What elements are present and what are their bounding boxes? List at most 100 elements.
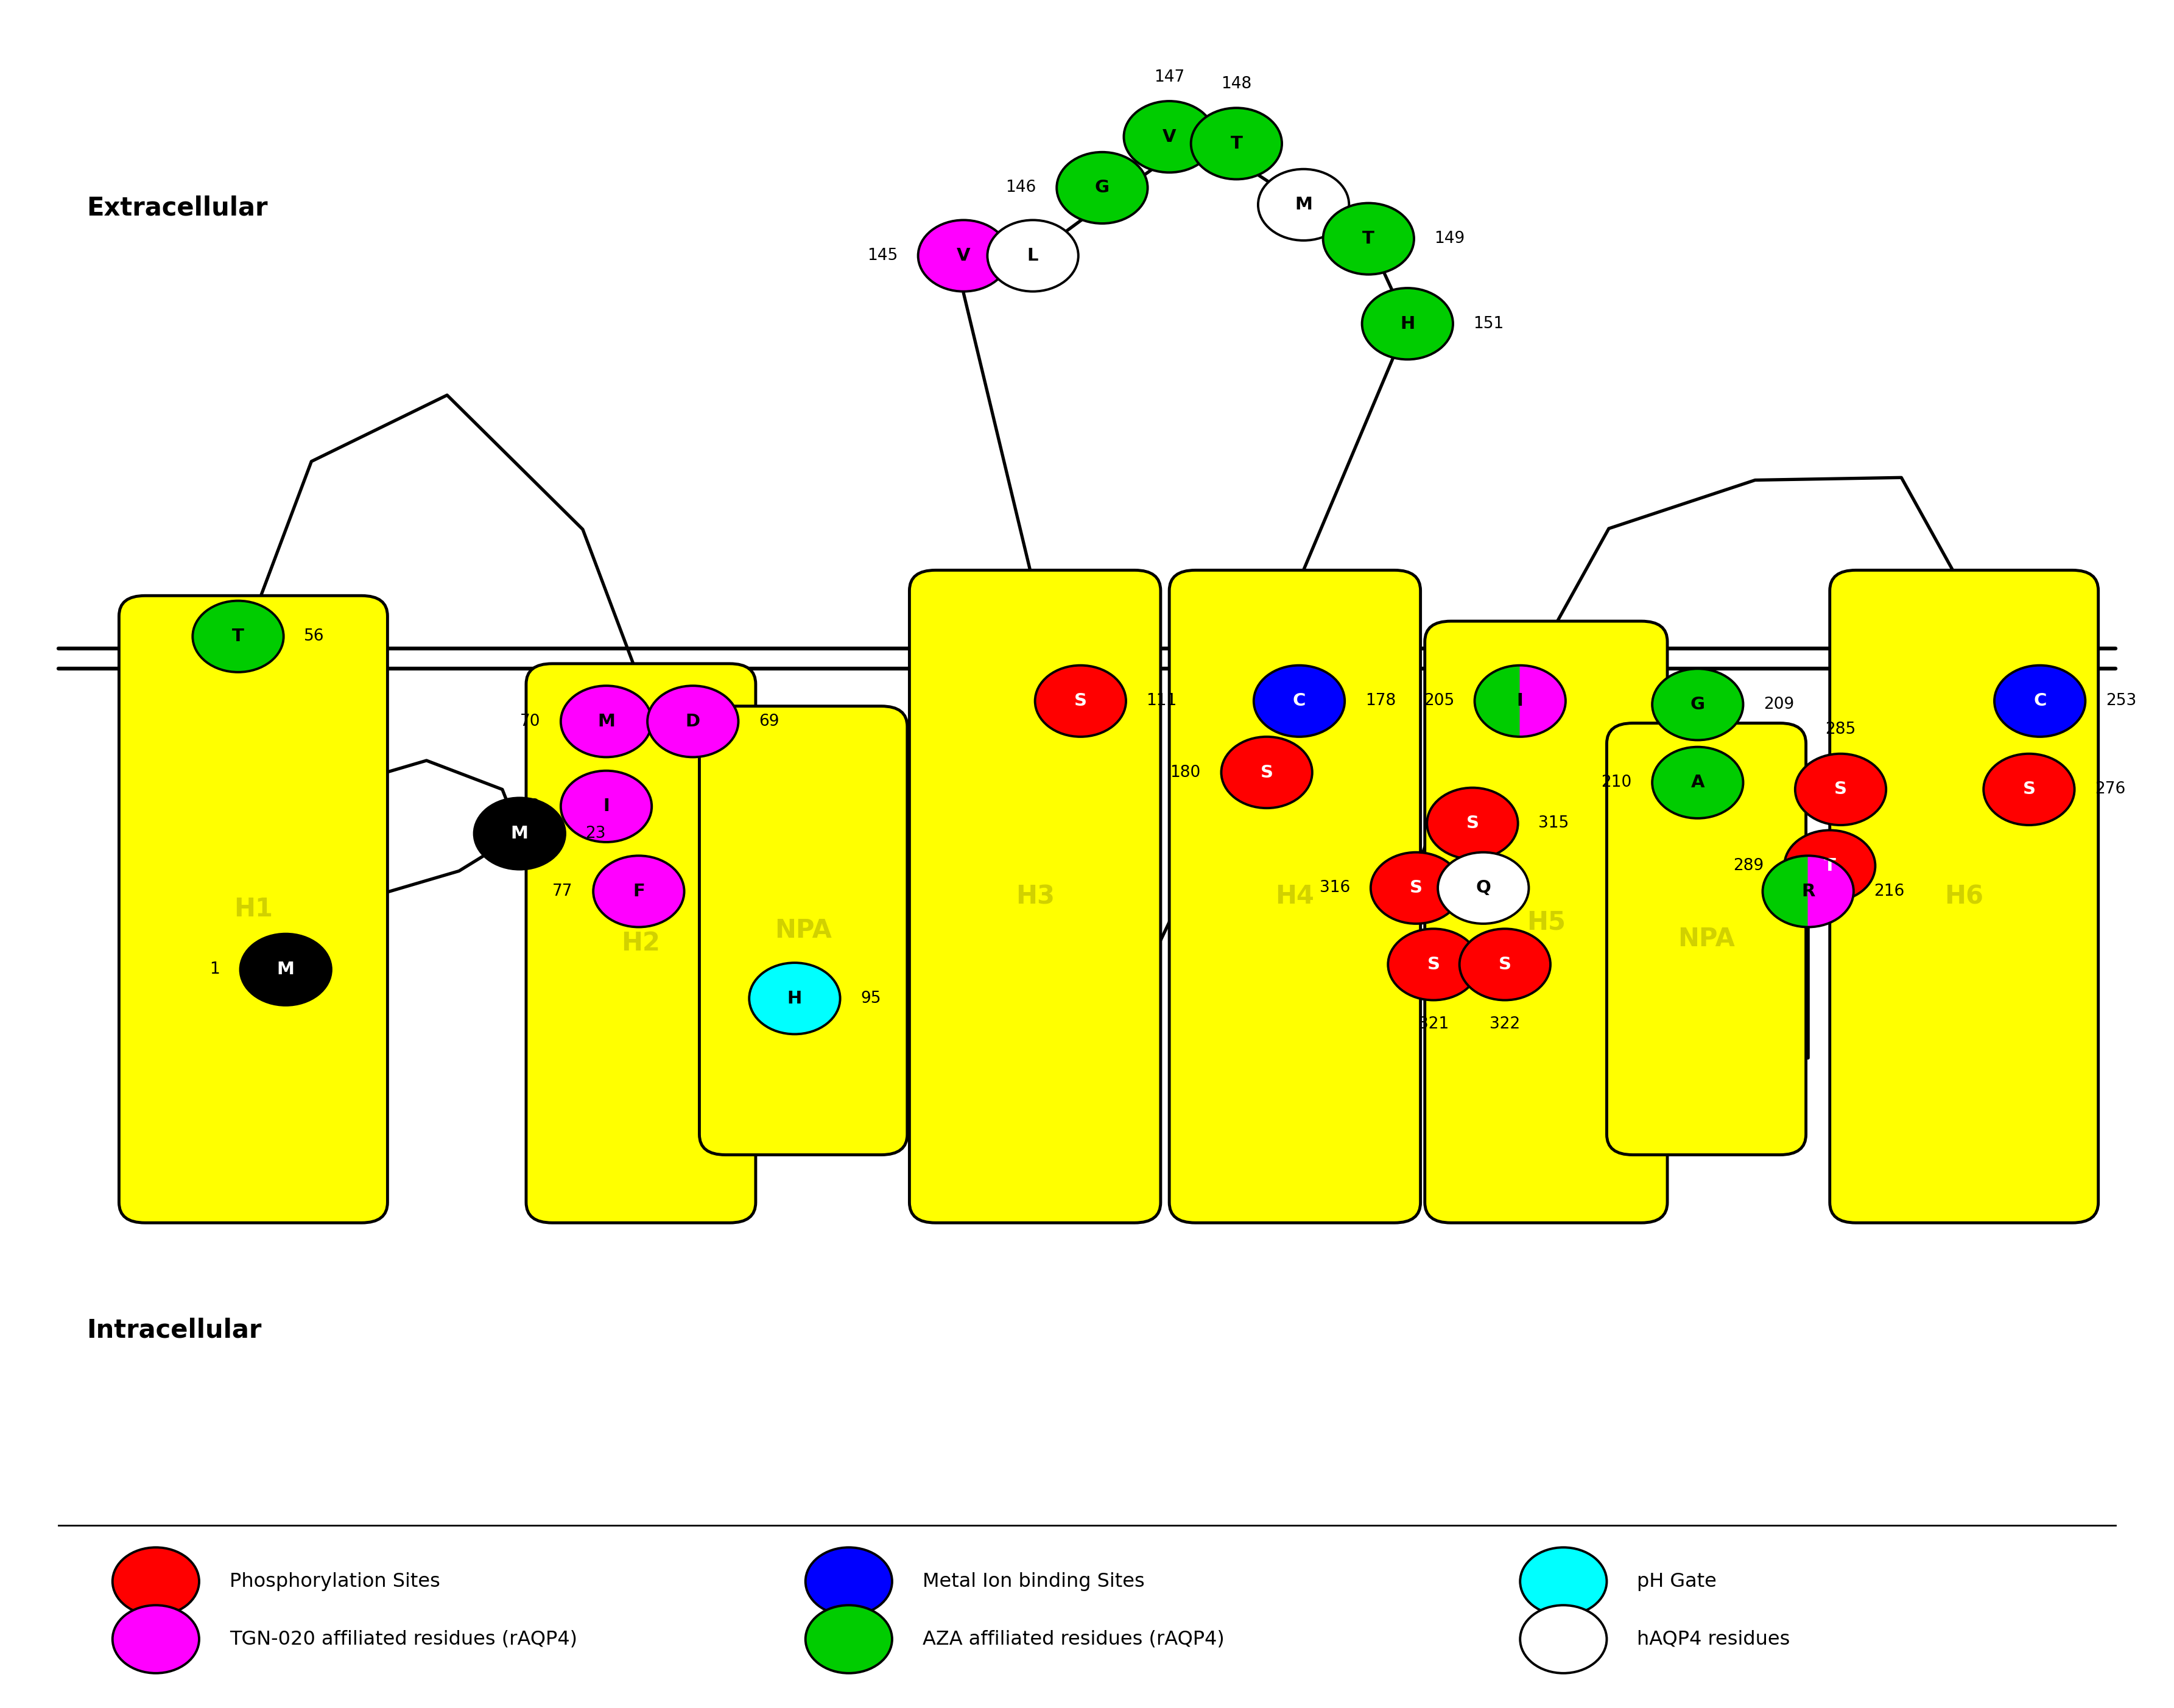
Circle shape [648, 685, 739, 757]
Text: S: S [2022, 781, 2035, 798]
Text: 69: 69 [759, 714, 778, 729]
Text: TGN-020 affiliated residues (rAQP4): TGN-020 affiliated residues (rAQP4) [230, 1629, 576, 1648]
Circle shape [1370, 852, 1461, 924]
Text: NPA: NPA [1678, 926, 1735, 951]
Text: H6: H6 [1944, 883, 1983, 909]
Circle shape [1652, 746, 1744, 818]
Text: Intracellular: Intracellular [87, 1317, 261, 1342]
Circle shape [1520, 1606, 1607, 1674]
Circle shape [113, 1606, 200, 1674]
Circle shape [1124, 101, 1215, 173]
Text: M: M [276, 962, 296, 979]
FancyBboxPatch shape [120, 596, 387, 1223]
Text: 23: 23 [585, 825, 607, 842]
Circle shape [807, 1547, 891, 1616]
Text: Phosphorylation Sites: Phosphorylation Sites [230, 1571, 439, 1590]
Text: A: A [1691, 774, 1704, 791]
Circle shape [113, 1547, 200, 1616]
Text: G: G [1096, 179, 1109, 196]
Text: G: G [1691, 695, 1704, 712]
Circle shape [1785, 830, 1876, 902]
Circle shape [1459, 929, 1550, 1001]
FancyBboxPatch shape [526, 664, 757, 1223]
Wedge shape [1763, 856, 1809, 927]
Circle shape [594, 856, 685, 927]
Circle shape [1796, 753, 1887, 825]
Circle shape [1324, 203, 1413, 275]
Text: 95: 95 [861, 991, 880, 1006]
Text: H: H [787, 991, 802, 1008]
Text: M: M [1296, 196, 1313, 214]
Text: N Terminus: N Terminus [178, 904, 317, 924]
Text: C: C [1294, 692, 1307, 709]
FancyBboxPatch shape [1424, 622, 1667, 1223]
Text: I: I [602, 798, 609, 815]
Text: S: S [1261, 763, 1274, 781]
Text: 289: 289 [1733, 857, 1763, 874]
Circle shape [1387, 929, 1478, 1001]
Text: H4: H4 [1276, 883, 1315, 909]
Text: 146: 146 [1007, 179, 1037, 196]
Text: pH Gate: pH Gate [1637, 1571, 1717, 1590]
Text: T: T [1824, 857, 1835, 874]
Text: 316: 316 [1320, 880, 1350, 897]
Text: 1: 1 [209, 962, 220, 977]
FancyBboxPatch shape [1170, 570, 1420, 1223]
Circle shape [193, 601, 283, 673]
Circle shape [1983, 753, 2074, 825]
Circle shape [917, 220, 1009, 292]
Circle shape [1652, 670, 1744, 740]
Text: 180: 180 [1170, 765, 1200, 781]
Text: 77: 77 [552, 883, 572, 900]
Text: C Terminus: C Terminus [1574, 996, 1711, 1018]
Text: 210: 210 [1600, 775, 1633, 791]
Text: 178: 178 [1365, 693, 1396, 709]
Circle shape [1520, 1547, 1607, 1616]
Wedge shape [1809, 856, 1854, 927]
Text: S: S [1465, 815, 1478, 832]
Text: 321: 321 [1417, 1016, 1448, 1032]
FancyBboxPatch shape [700, 705, 907, 1155]
Text: 73: 73 [520, 799, 541, 815]
Text: 148: 148 [1222, 77, 1252, 92]
Circle shape [1057, 152, 1148, 224]
Text: 145: 145 [867, 248, 898, 263]
FancyBboxPatch shape [909, 570, 1161, 1223]
Text: 315: 315 [1539, 815, 1570, 832]
Text: 253: 253 [2107, 693, 2137, 709]
Circle shape [1254, 666, 1346, 736]
Text: S: S [1074, 692, 1087, 709]
Text: T: T [1363, 231, 1374, 248]
Text: 149: 149 [1435, 231, 1465, 246]
Text: Q: Q [1476, 880, 1491, 897]
Text: Extracellular: Extracellular [87, 195, 267, 220]
Text: C: C [2033, 692, 2046, 709]
Text: 276: 276 [2096, 782, 2126, 798]
Text: AZA affiliated residues (rAQP4): AZA affiliated residues (rAQP4) [922, 1629, 1224, 1648]
FancyBboxPatch shape [1831, 570, 2098, 1223]
Text: R: R [1802, 883, 1815, 900]
Text: hAQP4 residues: hAQP4 residues [1637, 1629, 1789, 1648]
Text: H2: H2 [622, 931, 661, 956]
Circle shape [1222, 736, 1313, 808]
Text: V: V [1163, 128, 1176, 145]
Circle shape [561, 685, 652, 757]
Circle shape [1437, 852, 1528, 924]
Circle shape [474, 798, 565, 869]
Text: Metal Ion binding Sites: Metal Ion binding Sites [922, 1571, 1144, 1590]
Text: D: D [685, 712, 700, 729]
Text: L: L [1028, 248, 1039, 265]
Text: 209: 209 [1763, 697, 1794, 712]
Wedge shape [1520, 666, 1565, 736]
Circle shape [1426, 787, 1517, 859]
Text: S: S [1426, 956, 1439, 974]
Circle shape [561, 770, 652, 842]
Text: T: T [1230, 135, 1244, 152]
Text: S: S [1409, 880, 1422, 897]
Text: 111: 111 [1146, 693, 1176, 709]
Circle shape [807, 1606, 891, 1674]
Text: F: F [633, 883, 646, 900]
Circle shape [1035, 666, 1126, 736]
Text: H5: H5 [1526, 909, 1565, 934]
Text: H1: H1 [235, 897, 272, 922]
